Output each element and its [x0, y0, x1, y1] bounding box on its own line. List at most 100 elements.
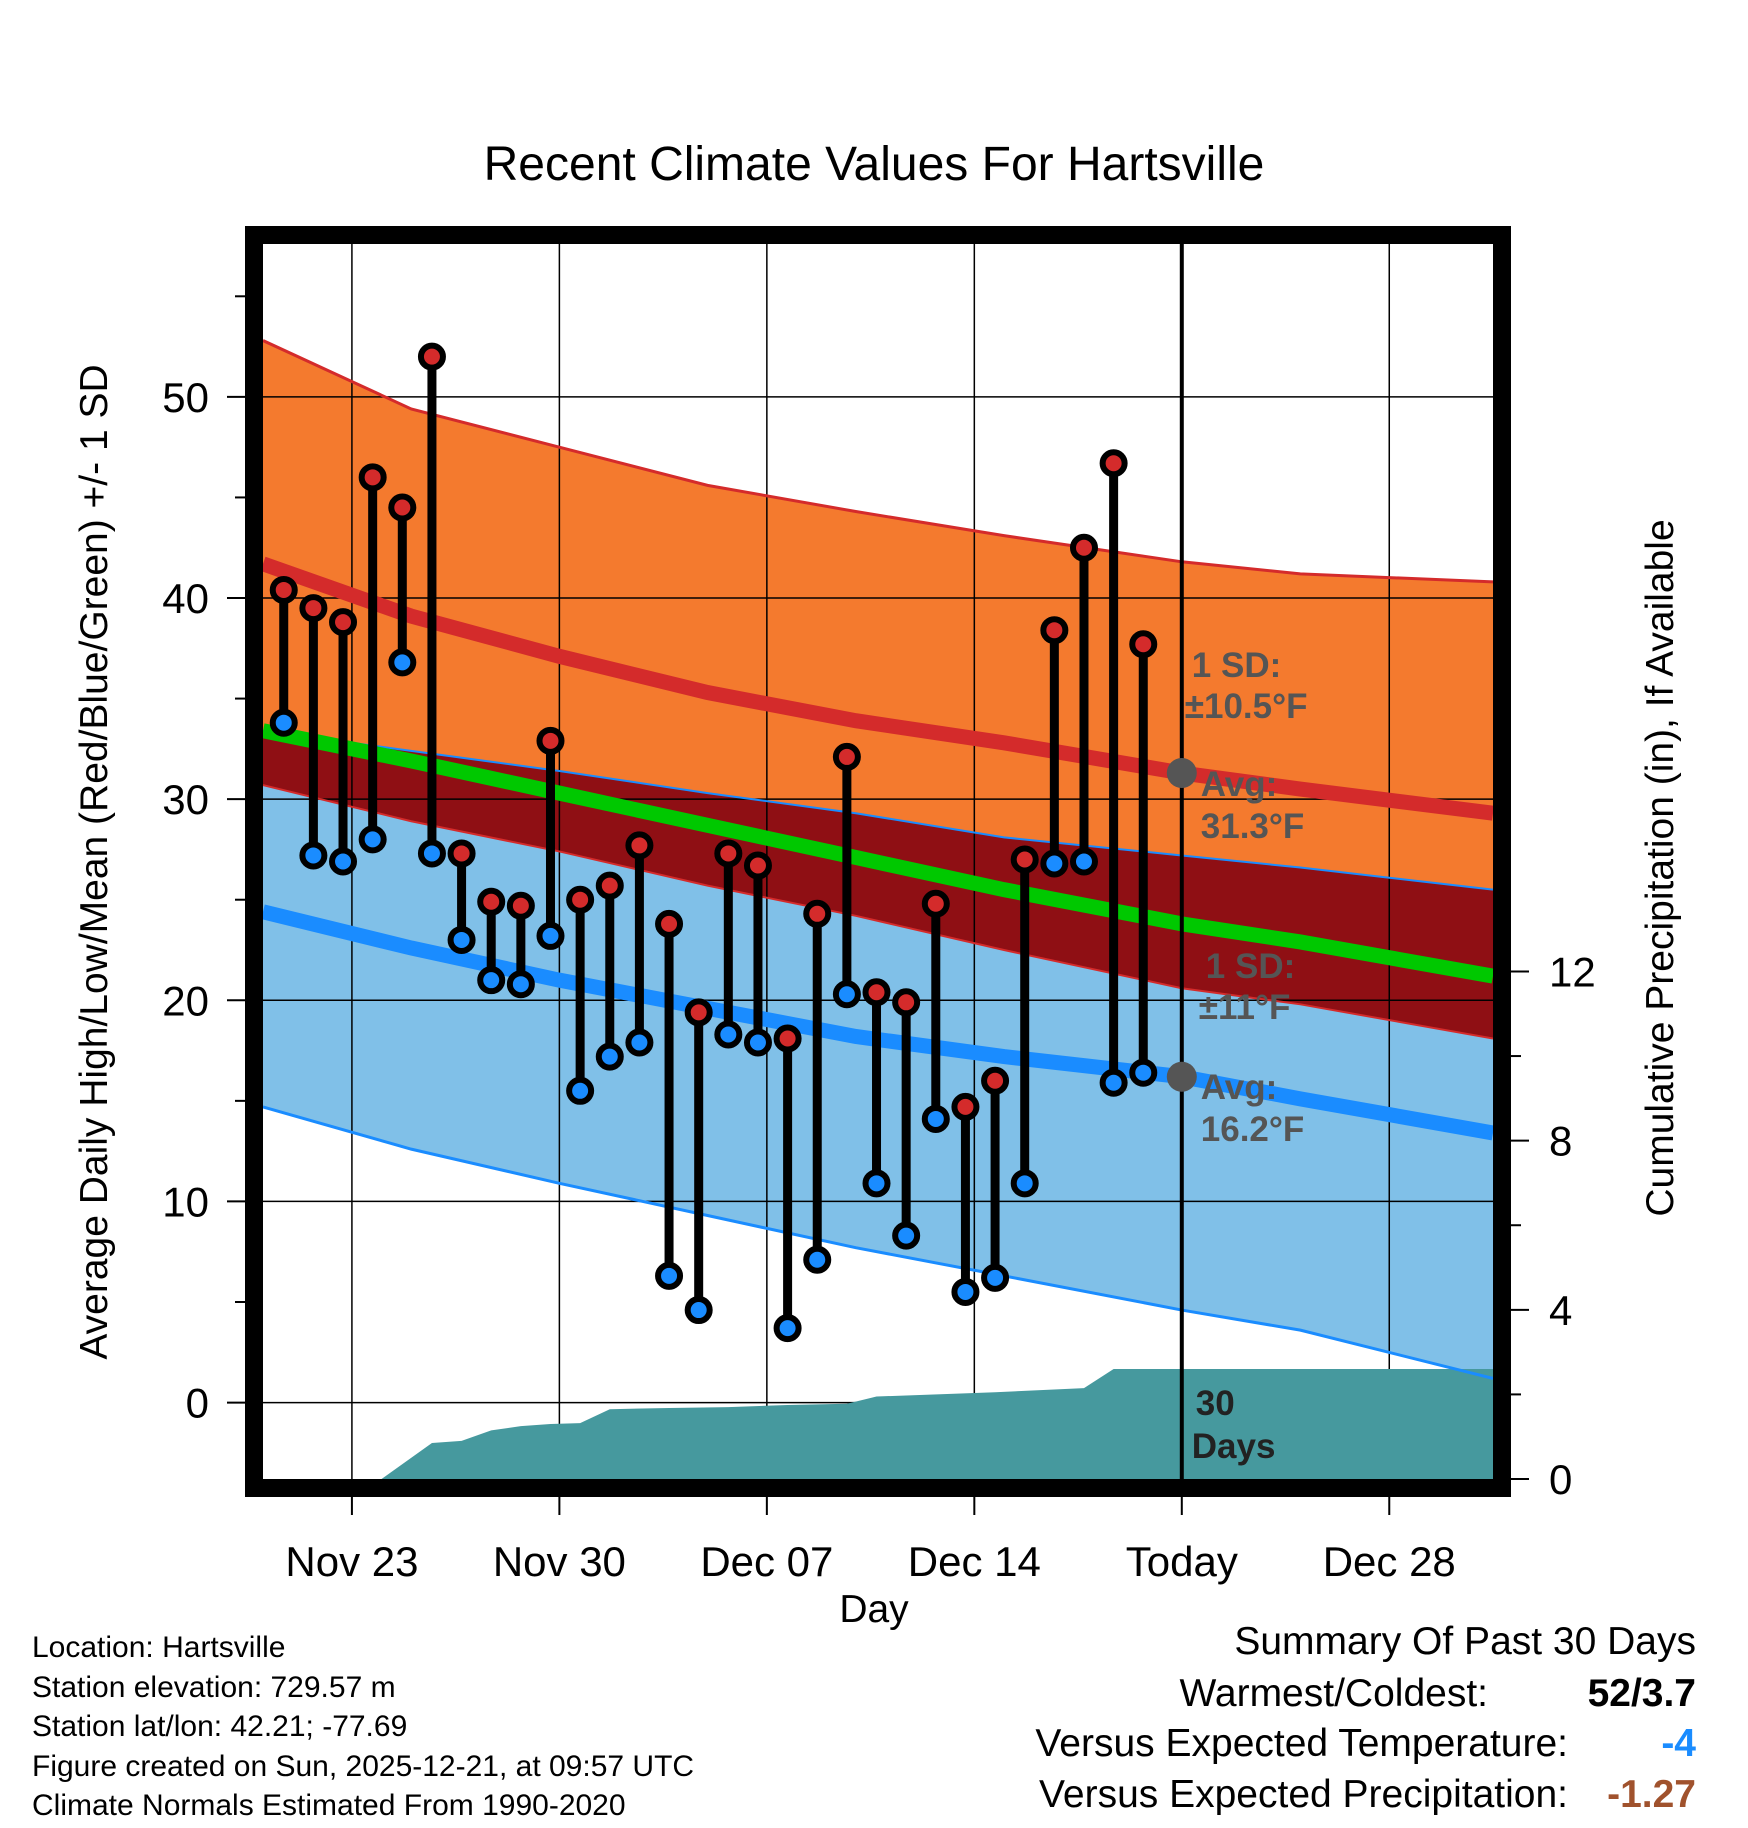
high-point	[743, 851, 772, 880]
high-point	[684, 998, 713, 1027]
mean-upper-line	[263, 729, 1493, 891]
warmest-coldest-label: Warmest/Coldest:	[1179, 1672, 1488, 1715]
mean-lower-line	[263, 784, 1493, 1040]
summary-title: Summary Of Past 30 Days	[1234, 1620, 1696, 1663]
high-sd-band	[263, 340, 1493, 890]
high-point	[773, 1024, 802, 1053]
normals-text: Climate Normals Estimated From 1990-2020	[32, 1789, 626, 1822]
high-point	[655, 909, 684, 938]
high-sd-value: ±10.5°F	[1185, 687, 1308, 726]
high-point	[388, 493, 417, 522]
low-avg-line	[263, 904, 1493, 1141]
x-tick-label: Nov 23	[285, 1538, 418, 1585]
low-point	[625, 1028, 654, 1057]
low-sd-value: ±11°F	[1199, 988, 1291, 1027]
mean-avg-line	[263, 723, 1493, 984]
low-point	[892, 1221, 921, 1250]
high-point	[862, 978, 891, 1007]
low-point	[506, 970, 535, 999]
low-point	[477, 966, 506, 995]
temp-label: Versus Expected Temperature:	[1035, 1722, 1568, 1765]
x-tick-label: Dec 28	[1323, 1538, 1456, 1585]
high-point	[536, 726, 565, 755]
precip-value: -1.27	[1607, 1773, 1696, 1816]
low-point	[388, 648, 417, 677]
temp-value: -4	[1661, 1722, 1696, 1765]
high-point	[951, 1092, 980, 1121]
window-label-days: Days	[1192, 1427, 1276, 1466]
low-point	[655, 1261, 684, 1290]
low-point	[447, 925, 476, 954]
precip-area	[263, 1369, 1493, 1479]
high-upper-line	[263, 339, 1493, 584]
high-point	[892, 988, 921, 1017]
low-point	[921, 1104, 950, 1133]
y2-tick-label: 12	[1549, 948, 1596, 995]
high-point	[1069, 533, 1098, 562]
low-point	[1010, 1169, 1039, 1198]
high-avg-label: Avg:	[1201, 765, 1277, 804]
precip-label: Versus Expected Precipitation:	[1039, 1773, 1568, 1816]
y-tick-label: 40	[162, 575, 209, 622]
x-tick-label: Dec 07	[700, 1538, 833, 1585]
high-point	[566, 885, 595, 914]
y-tick-label: 30	[162, 776, 209, 823]
x-tick-label: Today	[1126, 1538, 1238, 1585]
low-avg-label: Avg:	[1201, 1068, 1277, 1107]
high-avg-value: 31.3°F	[1201, 807, 1305, 846]
high-point	[1010, 845, 1039, 874]
y-axis-label: Average Daily High/Low/Mean (Red/Blue/Gr…	[73, 364, 116, 1359]
low-point	[981, 1263, 1010, 1292]
location-text: Location: Hartsville	[32, 1631, 286, 1664]
high-avg-line	[263, 556, 1493, 821]
station-info: Location: Hartsville Station elevation: …	[32, 1628, 694, 1826]
warmest-coldest-value: 52/3.7	[1587, 1672, 1696, 1715]
low-point	[862, 1169, 891, 1198]
today-high-avg-marker	[1166, 757, 1197, 788]
high-point	[714, 839, 743, 868]
low-point	[536, 921, 565, 950]
mean-sd-band	[263, 730, 1493, 1039]
high-point	[921, 889, 950, 918]
high-point	[981, 1066, 1010, 1095]
low-point	[417, 839, 446, 868]
low-point	[329, 847, 358, 876]
low-sd-label: 1 SD:	[1206, 947, 1295, 986]
high-point	[1129, 630, 1158, 659]
low-point	[595, 1042, 624, 1071]
y2-tick-label: 0	[1549, 1456, 1572, 1503]
x-axis-label: Day	[839, 1588, 909, 1631]
high-sd-label: 1 SD:	[1192, 646, 1281, 685]
low-point	[1040, 849, 1069, 878]
low-lower-line	[263, 1105, 1493, 1380]
high-point	[477, 887, 506, 916]
y2-tick-label: 4	[1549, 1287, 1572, 1334]
high-point	[625, 831, 654, 860]
high-point	[269, 575, 298, 604]
plot-frame	[245, 226, 1511, 1497]
window-label-number: 30	[1196, 1384, 1235, 1423]
low-avg-value: 16.2°F	[1201, 1110, 1305, 1149]
y-tick-label: 0	[186, 1380, 209, 1427]
high-point	[506, 891, 535, 920]
low-point	[684, 1296, 713, 1325]
low-point	[773, 1314, 802, 1343]
y-tick-label: 20	[162, 977, 209, 1024]
high-point	[358, 463, 387, 492]
low-point	[358, 825, 387, 854]
low-point	[951, 1277, 980, 1306]
low-point	[743, 1028, 772, 1057]
low-point	[1129, 1058, 1158, 1087]
low-point	[269, 708, 298, 737]
created-text: Figure created on Sun, 2025-12-21, at 09…	[32, 1749, 695, 1783]
today-low-avg-marker	[1166, 1061, 1197, 1092]
y2-tick-label: 8	[1549, 1118, 1572, 1165]
high-point	[417, 342, 446, 371]
high-point	[1099, 449, 1128, 478]
elevation-text: Station elevation: 729.57 m	[32, 1670, 396, 1704]
low-point	[1099, 1068, 1128, 1097]
low-point	[566, 1076, 595, 1105]
low-point	[1069, 847, 1098, 876]
x-tick-label: Dec 14	[908, 1538, 1041, 1585]
y2-axis-label: Cumulative Precipitation (in), If Availa…	[1639, 519, 1682, 1216]
